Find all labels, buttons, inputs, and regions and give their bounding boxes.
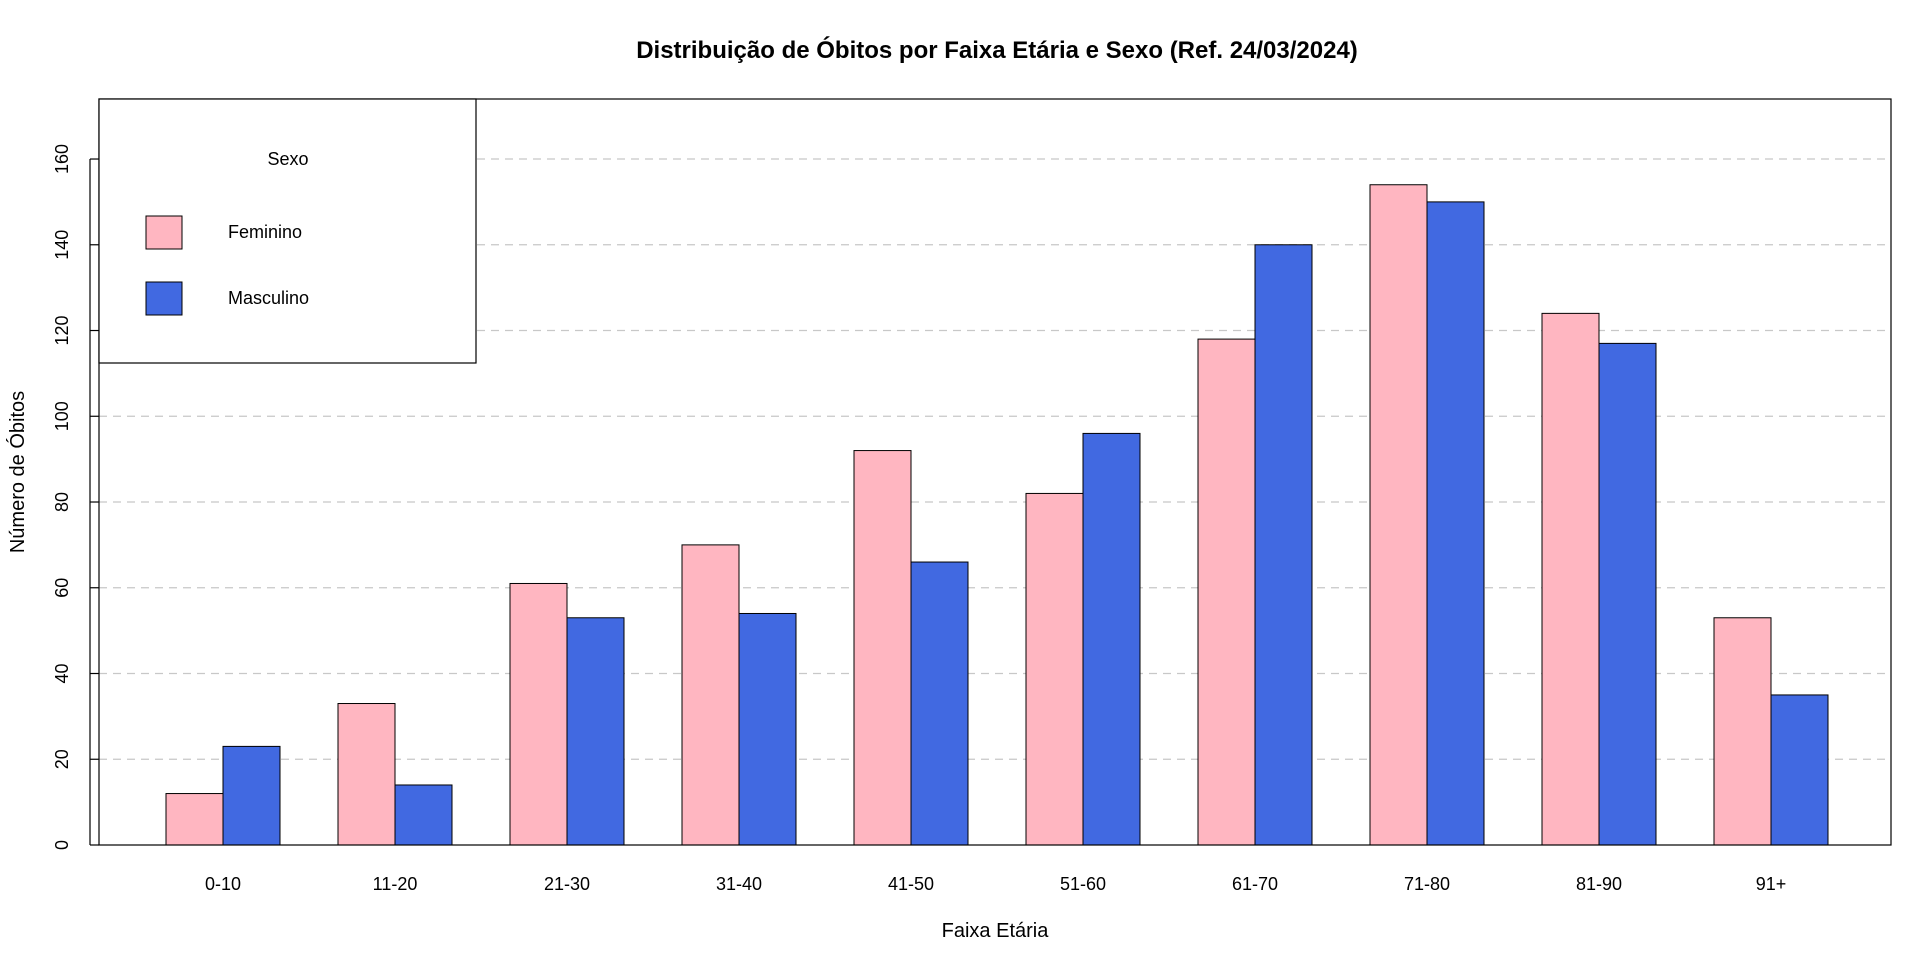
bar-masculino-31-40 — [738, 612, 797, 846]
y-tick-label: 60 — [52, 578, 72, 598]
x-tick-label: 91+ — [1756, 874, 1787, 894]
bars — [165, 184, 1829, 846]
chart-title: Distribuição de Óbitos por Faixa Etária … — [636, 36, 1358, 64]
x-tick-label: 0-10 — [205, 874, 241, 894]
y-tick-label: 120 — [52, 315, 72, 345]
bar-feminino-11-20 — [337, 703, 396, 846]
legend-label-masculino: Masculino — [228, 288, 309, 308]
bar-masculino-51-60 — [1082, 432, 1141, 846]
bar-feminino-41-50 — [853, 450, 912, 846]
bar-masculino-71-80 — [1426, 201, 1485, 846]
bar-masculino-11-20 — [394, 784, 453, 846]
x-axis-label: Faixa Etária — [942, 920, 1050, 942]
legend-title: Sexo — [267, 149, 308, 169]
x-axis-tick-labels: 0-10 11-20 21-30 31-40 41-50 51-60 61-70 71-80 8… — [205, 874, 1786, 894]
legend-swatch-feminino — [145, 215, 183, 250]
bar-feminino-51-60 — [1025, 492, 1084, 846]
bar-feminino-0-10 — [165, 793, 224, 846]
x-tick-label: 11-20 — [373, 874, 418, 894]
bar-masculino-61-70 — [1254, 244, 1313, 846]
bar-masculino-21-30 — [566, 617, 625, 846]
y-tick-label: 140 — [52, 230, 72, 260]
y-axis-label: Número de Óbitos — [6, 391, 29, 553]
x-tick-label: 51-60 — [1060, 874, 1106, 894]
bar-masculino-91+ — [1770, 694, 1829, 846]
bar-feminino-81-90 — [1541, 312, 1600, 846]
y-tick-label: 20 — [52, 749, 72, 769]
bar-feminino-91+ — [1713, 617, 1772, 846]
y-axis: 0 20 40 60 80 100 120 140 160 — [52, 144, 99, 850]
bar-masculino-41-50 — [910, 561, 969, 846]
x-tick-label: 31-40 — [716, 874, 762, 894]
plot-frame — [98, 98, 1892, 846]
x-tick-label: 21-30 — [544, 874, 590, 894]
legend-swatch-masculino — [145, 281, 183, 316]
legend: Sexo Feminino Masculino — [98, 98, 477, 364]
y-tick-label: 0 — [52, 840, 72, 850]
x-tick-label: 71-80 — [1404, 874, 1450, 894]
bar-feminino-21-30 — [509, 582, 568, 846]
y-tick-label: 40 — [52, 663, 72, 683]
bar-feminino-61-70 — [1197, 338, 1256, 846]
bar-masculino-0-10 — [222, 745, 281, 846]
bar-masculino-81-90 — [1598, 342, 1657, 846]
y-tick-label: 80 — [52, 492, 72, 512]
x-tick-label: 81-90 — [1576, 874, 1622, 894]
y-tick-label: 100 — [52, 401, 72, 431]
y-tick-label: 160 — [52, 144, 72, 174]
bar-feminino-71-80 — [1369, 184, 1428, 846]
legend-label-feminino: Feminino — [228, 222, 302, 242]
bar-feminino-31-40 — [681, 544, 740, 846]
x-tick-label: 61-70 — [1232, 874, 1278, 894]
x-tick-label: 41-50 — [888, 874, 934, 894]
